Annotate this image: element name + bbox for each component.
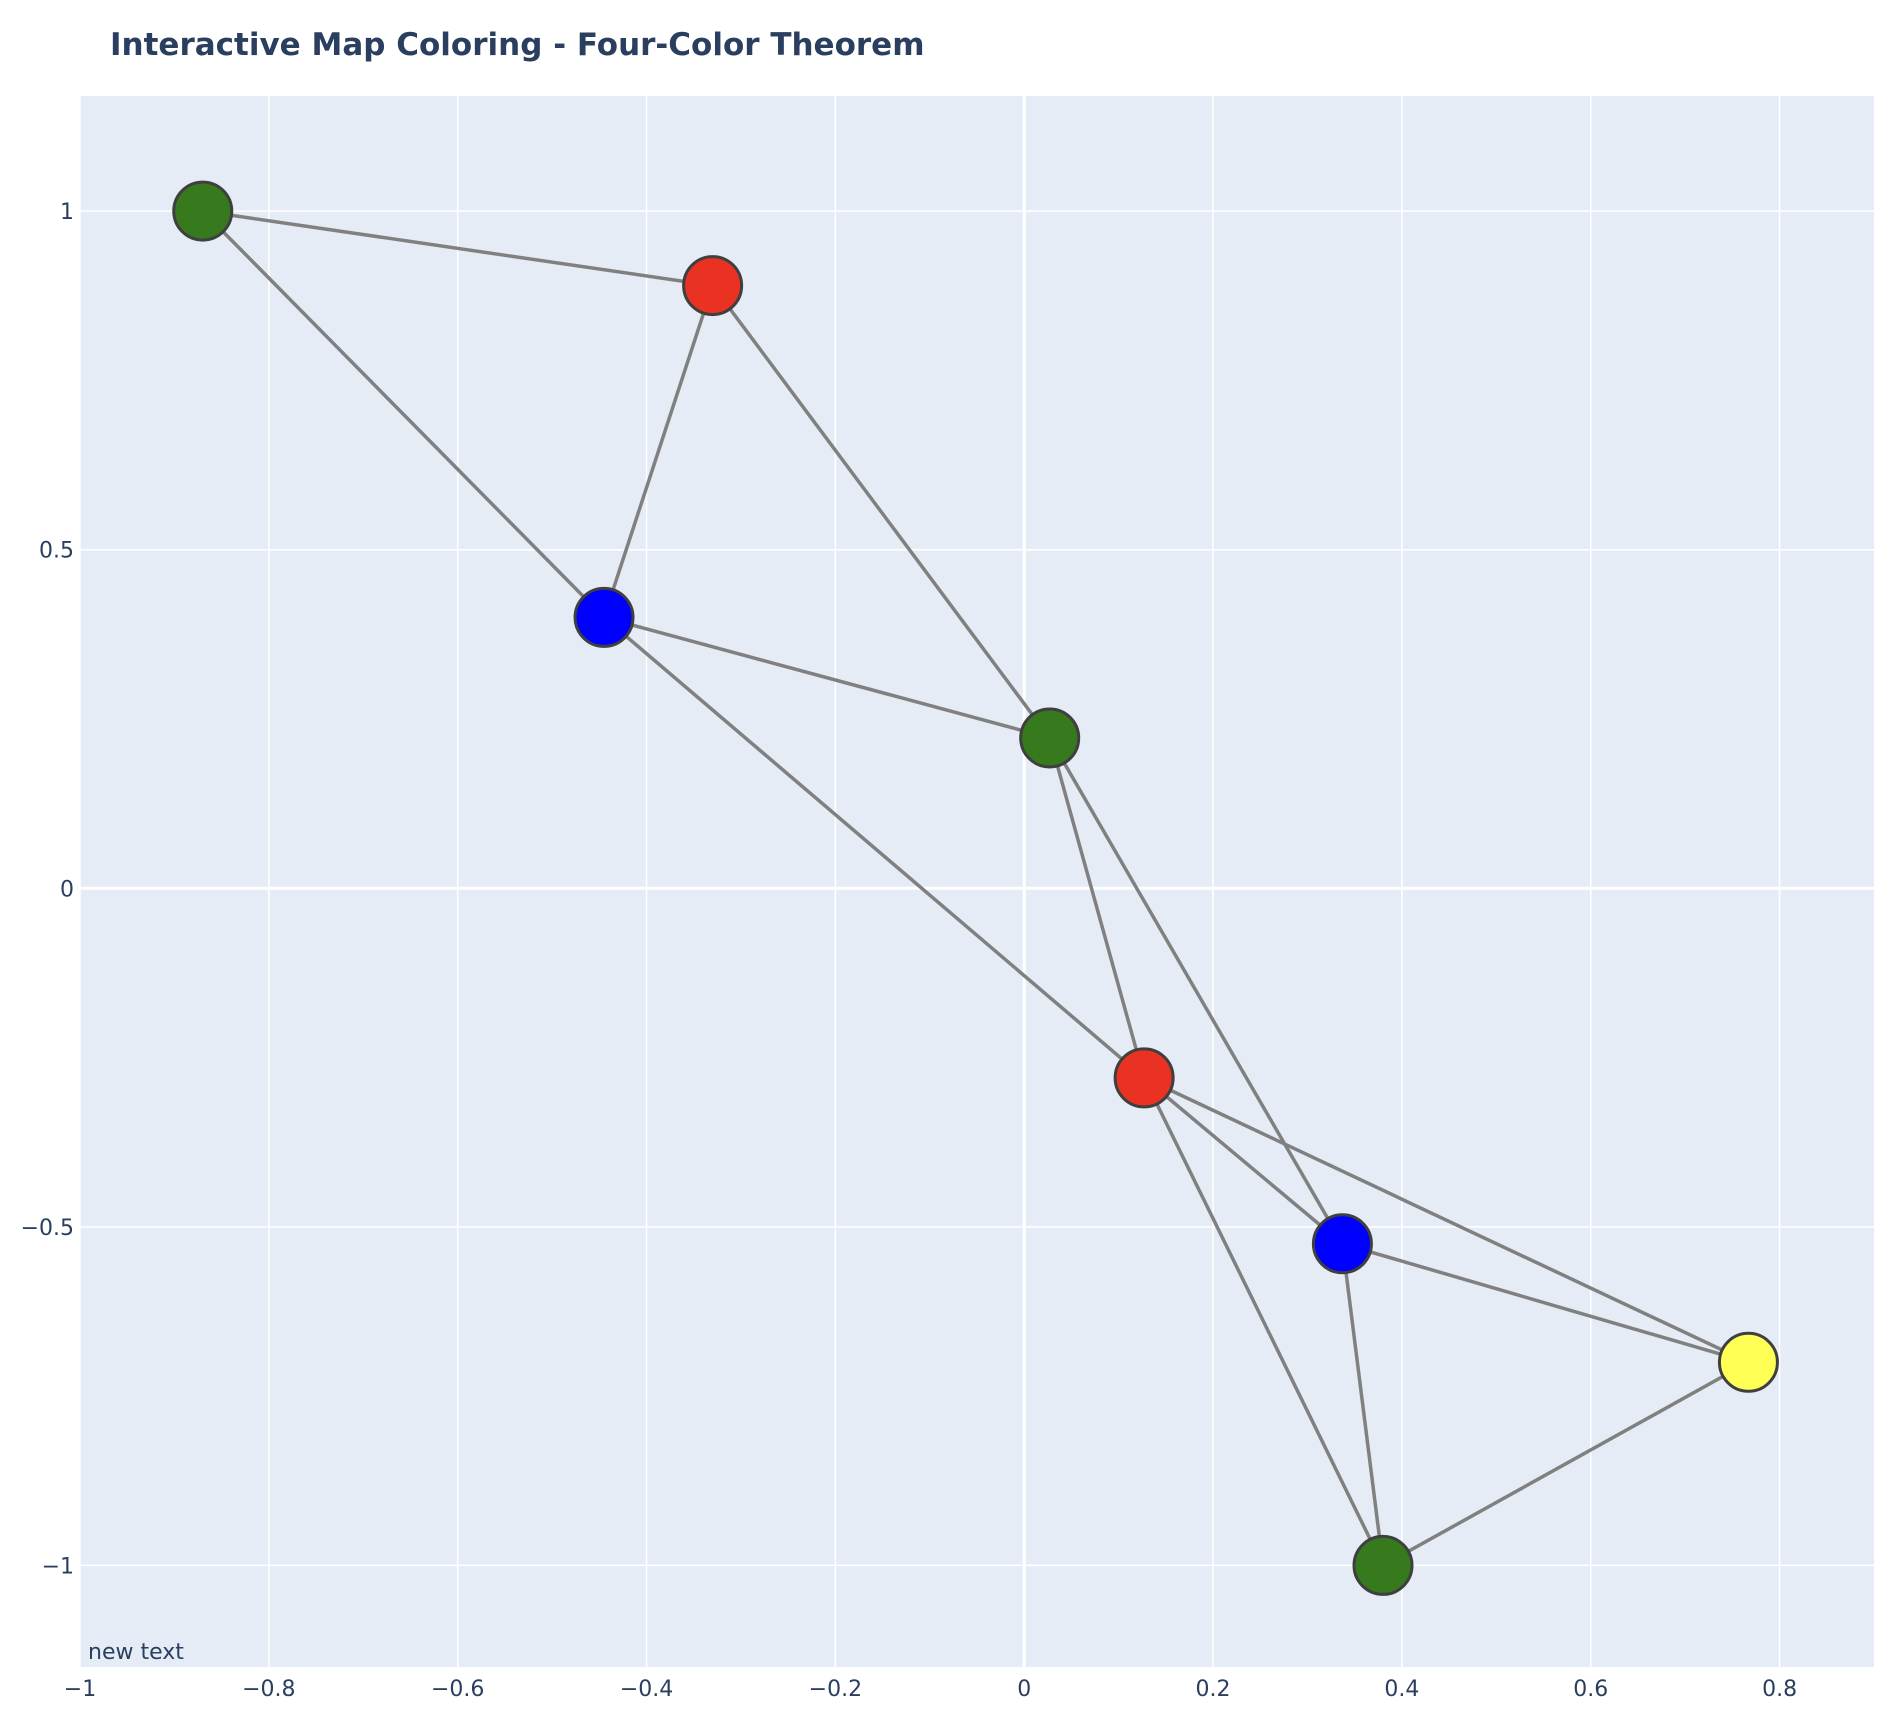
graph-edge: [1048, 737, 1344, 1245]
y-tick-label: −0.5: [21, 1216, 74, 1241]
graph-node: [172, 180, 234, 242]
graph-edge: [1143, 1076, 1750, 1364]
graph-node: [1311, 1213, 1373, 1275]
x-tick-label: −1: [64, 1677, 96, 1702]
annotation-text: new text: [88, 1640, 184, 1665]
y-tick-label: −1: [42, 1554, 74, 1579]
graph-edge: [603, 615, 1051, 740]
y-tick-label: 0.5: [39, 539, 74, 564]
chart-title: Interactive Map Coloring - Four-Color Th…: [110, 27, 925, 63]
graph-edge: [1048, 737, 1146, 1079]
graph-node: [1352, 1534, 1414, 1596]
graph-edges: [201, 209, 1750, 1567]
graph-edge: [1382, 1360, 1750, 1567]
graph-node: [1113, 1047, 1175, 1109]
grid-lines: [79, 96, 1874, 1667]
x-axis-ticks: −1 −0.8 −0.6 −0.4 −0.2 0 0.2 0.4 0.6 0.8: [64, 1677, 1797, 1702]
graph-edge: [602, 616, 1146, 1080]
y-axis-ticks: −1 −0.5 0 0.5 1: [21, 200, 74, 1579]
y-tick-label: 1: [60, 200, 74, 225]
x-tick-label: 0.8: [1762, 1677, 1797, 1702]
y-tick-label: 0: [60, 877, 74, 902]
graph-nodes: [172, 180, 1779, 1596]
graph-node: [573, 586, 635, 648]
graph-node: [1019, 707, 1081, 769]
graph-edge: [201, 209, 606, 619]
x-tick-label: −0.6: [431, 1677, 484, 1702]
graph-edge: [1340, 1243, 1385, 1566]
graph-edge: [602, 285, 715, 618]
x-tick-label: 0: [1017, 1677, 1031, 1702]
x-tick-label: −0.2: [809, 1677, 862, 1702]
graph-edge: [202, 209, 713, 288]
plot-background: [80, 96, 1874, 1667]
graph-edge: [1142, 1077, 1385, 1567]
graph-edge: [1143, 1076, 1344, 1246]
x-tick-label: −0.4: [620, 1677, 673, 1702]
graph-edge: [711, 284, 1052, 739]
graph-edge: [1341, 1242, 1749, 1364]
x-tick-label: 0.4: [1384, 1677, 1419, 1702]
x-tick-label: −0.8: [242, 1677, 295, 1702]
x-tick-label: 0.6: [1573, 1677, 1608, 1702]
graph-node: [682, 255, 744, 317]
graph-node: [1717, 1331, 1779, 1393]
x-tick-label: 0.2: [1196, 1677, 1231, 1702]
